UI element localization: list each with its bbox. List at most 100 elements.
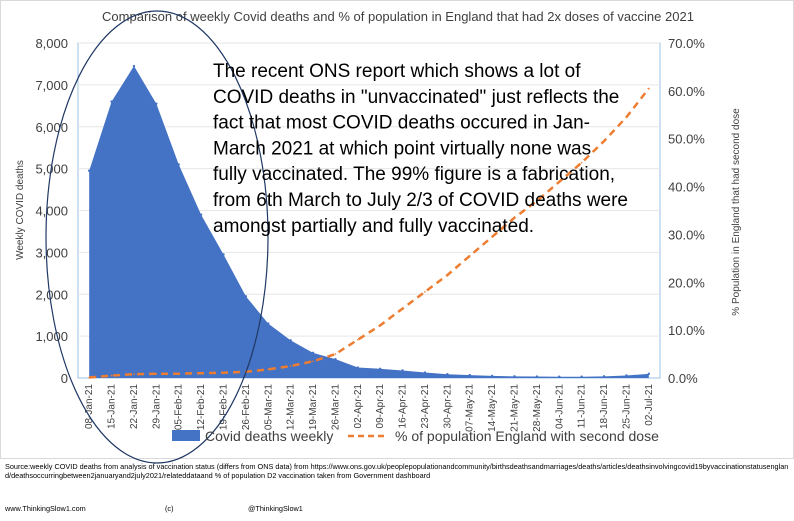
deaths-point — [490, 374, 494, 378]
vaccination-point — [133, 373, 135, 375]
footer-website: www.ThinkingSlow1.com — [5, 504, 86, 513]
vaccination-line — [89, 87, 650, 379]
vaccination-point — [312, 360, 314, 363]
y-tick-label: 2,000 — [35, 287, 68, 302]
annotation-line: March 2021 at which point virtually none… — [213, 138, 591, 159]
vaccination-point — [491, 236, 493, 238]
x-tick-label: 02-Jul-21 — [644, 384, 655, 426]
vaccination-point — [424, 291, 426, 293]
vaccination-line-series — [88, 87, 650, 379]
highlight-ellipse — [45, 10, 269, 464]
footer-handle: @ThinkingSlow1 — [248, 504, 303, 513]
x-tick-label: 09-Apr-21 — [375, 384, 386, 429]
x-tick-label: 05-Feb-21 — [174, 384, 185, 431]
vaccination-point — [625, 116, 628, 118]
y2-tick-label: 60.0% — [668, 84, 705, 99]
vaccination-point — [289, 365, 292, 367]
x-tick-label: 18-Jun-21 — [599, 384, 610, 429]
vaccination-point — [200, 372, 202, 375]
x-axis-ticks: 08-Jan-21 15-Jan-21 22-Jan-21 29-Jan-21 05-F… — [84, 384, 655, 432]
vaccination-point — [446, 274, 449, 276]
deaths-point — [401, 369, 404, 372]
deaths-point — [378, 367, 382, 370]
y-tick-label: 7,000 — [35, 78, 68, 93]
deaths-point — [535, 375, 539, 378]
x-tick-label: 26-Feb-21 — [241, 384, 252, 431]
deaths-point — [267, 322, 270, 325]
x-tick-label: 12-Feb-21 — [196, 384, 207, 431]
deaths-point — [558, 375, 561, 378]
deaths-point — [625, 374, 628, 377]
vaccination-point — [513, 216, 516, 219]
x-tick-label: 12-Mar-21 — [286, 384, 297, 431]
y-tick-label: 8,000 — [35, 36, 68, 51]
deaths-point — [177, 163, 180, 166]
deaths-point — [468, 373, 471, 377]
vaccination-point — [334, 353, 337, 355]
vaccination-point — [401, 307, 404, 310]
x-tick-label: 26-Mar-21 — [330, 384, 341, 431]
footer-copyright: (c) — [165, 504, 174, 513]
right-axis-ticks: 0.0% 10.0% 20.0% 30.0% 40.0% 50.0% 60.0% 70.0% — [668, 36, 705, 386]
annotation-line: COVID deaths in "unvaccinated" just refl… — [213, 87, 619, 108]
x-tick-label: 04-Jun-21 — [554, 384, 565, 429]
y-axis-title: Weekly COVID deaths — [15, 160, 26, 260]
y-tick-label: 3,000 — [35, 245, 68, 260]
left-axis-ticks: 0 1,000 2,000 3,000 4,000 5,000 6,000 7,000 8,00… — [35, 36, 68, 386]
x-tick-label: 07-May-21 — [465, 384, 476, 432]
legend: Covid deaths weekly % of population Engl… — [172, 428, 659, 444]
chart-title: Comparison of weekly Covid deaths and % … — [102, 9, 694, 24]
x-tick-label: 08-Jan-21 — [84, 384, 95, 429]
y-tick-label: 0 — [61, 371, 68, 386]
x-tick-label: 23-Apr-21 — [420, 384, 431, 429]
y2-tick-label: 0.0% — [668, 371, 698, 386]
y2-tick-label: 40.0% — [668, 180, 705, 195]
deaths-point — [446, 373, 449, 376]
deaths-point — [423, 371, 427, 374]
x-tick-label: 25-Jun-21 — [621, 384, 632, 429]
annotation-line: The recent ONS report which shows a lot … — [213, 61, 581, 82]
y-tick-label: 1,000 — [35, 329, 68, 344]
y2-axis-title: % Population in England that had second … — [731, 108, 742, 316]
x-tick-label: 19-Feb-21 — [219, 384, 230, 431]
deaths-point — [87, 169, 91, 172]
y2-tick-label: 30.0% — [668, 227, 705, 242]
vaccination-point — [648, 87, 650, 90]
deaths-point — [580, 375, 583, 378]
deaths-point — [647, 372, 651, 376]
deaths-area — [89, 66, 649, 378]
deaths-point — [334, 357, 337, 361]
vaccination-point — [603, 140, 605, 142]
deaths-point — [602, 375, 606, 378]
y-tick-label: 4,000 — [35, 204, 68, 219]
vaccination-point — [357, 338, 359, 341]
x-tick-label: 05-Mar-21 — [263, 384, 274, 431]
x-tick-label: 22-Jan-21 — [129, 384, 140, 429]
x-tick-label: 11-Jun-21 — [577, 384, 588, 429]
deaths-point — [356, 366, 360, 369]
deaths-point — [311, 351, 315, 355]
vaccination-point — [267, 368, 270, 371]
legend-label-vaccination: % of population England with second dose — [395, 428, 659, 444]
vaccination-point — [110, 374, 113, 377]
x-tick-label: 02-Apr-21 — [353, 384, 364, 429]
annotation-line: fully vaccinated. The 99% figure is a fa… — [213, 164, 615, 185]
vaccination-point — [558, 180, 561, 183]
deaths-point — [199, 213, 203, 216]
x-tick-label: 28-May-21 — [532, 384, 543, 432]
vaccination-point — [177, 372, 180, 375]
x-tick-label: 15-Jan-21 — [107, 384, 118, 429]
vaccination-point — [379, 324, 381, 327]
x-tick-label: 14-May-21 — [487, 384, 498, 432]
x-tick-label: 19-Mar-21 — [308, 384, 319, 431]
y-tick-label: 5,000 — [35, 162, 68, 177]
legend-label-deaths: Covid deaths weekly — [205, 428, 333, 444]
y2-tick-label: 50.0% — [668, 132, 705, 147]
vaccination-point — [222, 371, 225, 374]
legend-swatch-deaths — [172, 430, 200, 441]
deaths-point — [110, 100, 113, 103]
annotation-text: The recent ONS report which shows a lot … — [213, 61, 628, 237]
x-tick-label: 16-Apr-21 — [398, 384, 409, 429]
footer: www.ThinkingSlow1.com (c) @ThinkingSlow1 — [5, 504, 505, 516]
